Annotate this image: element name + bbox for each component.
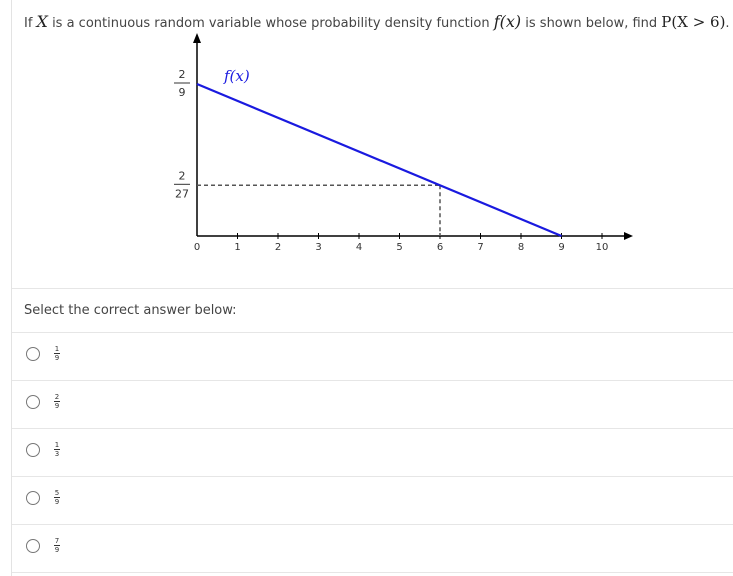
x-tick-label: 9 — [558, 242, 564, 253]
left-border — [11, 0, 12, 576]
x-tick-label: 10 — [596, 242, 609, 253]
reference-lines — [197, 184, 441, 236]
radio-button[interactable] — [26, 491, 40, 505]
divider — [12, 380, 733, 381]
divider — [12, 572, 733, 573]
series-group — [196, 82, 562, 238]
variable-x: X — [36, 12, 48, 31]
radio-button[interactable] — [26, 395, 40, 409]
x-tick-label: 5 — [396, 242, 402, 253]
x-tick-label: 8 — [518, 242, 524, 253]
curve-label: f(x) — [223, 67, 250, 85]
probability-expression: P(X > 6) — [661, 13, 726, 31]
divider — [12, 476, 733, 477]
radio-button[interactable] — [26, 347, 40, 361]
x-axis-arrow — [624, 232, 633, 240]
divider — [12, 332, 733, 333]
radio-button[interactable] — [26, 539, 40, 553]
x-tick-label: 7 — [477, 242, 483, 253]
x-tick-label: 4 — [356, 242, 362, 253]
y-tick-group: 2 9 2 27 — [174, 68, 190, 200]
y-tick-numerator: 2 — [179, 68, 186, 81]
divider — [12, 428, 733, 429]
divider — [12, 524, 733, 525]
question-text: If X is a continuous random variable who… — [24, 12, 730, 31]
x-tick-group: 0 1 2 3 4 5 6 7 8 9 10 — [194, 233, 609, 253]
answer-prompt: Select the correct answer below: — [24, 303, 237, 318]
radio-button[interactable] — [26, 443, 40, 457]
x-tick-label: 2 — [275, 242, 281, 253]
x-tick-label: 1 — [234, 242, 240, 253]
x-tick-label: 6 — [437, 242, 443, 253]
y-tick-denominator: 9 — [179, 86, 186, 99]
divider — [12, 288, 733, 289]
y-tick-denominator: 27 — [175, 187, 189, 200]
x-tick-label: 3 — [315, 242, 321, 253]
pdf-line — [196, 82, 562, 238]
y-axis-arrow — [193, 33, 201, 43]
x-tick-label: 0 — [194, 242, 200, 253]
y-tick-numerator: 2 — [179, 169, 186, 182]
pdf-graph: 0 1 2 3 4 5 6 7 8 9 10 2 9 2 27 f(x) — [174, 33, 633, 253]
pdf-symbol: f(x) — [493, 12, 522, 31]
